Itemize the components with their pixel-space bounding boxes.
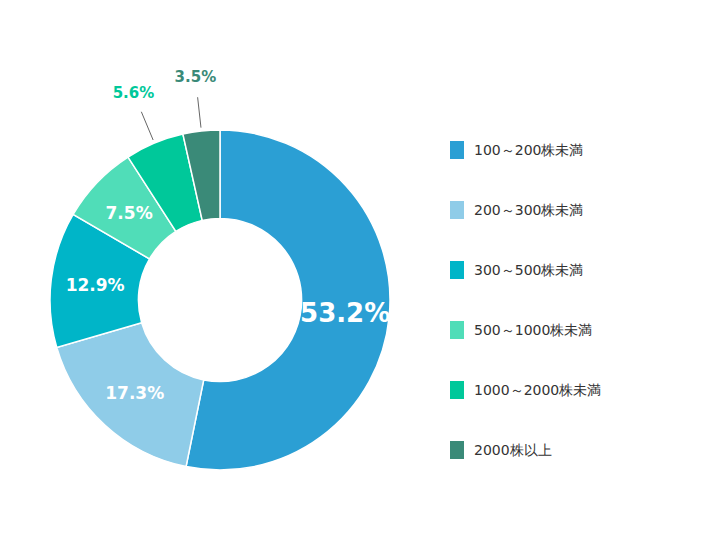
legend-swatch (450, 381, 464, 399)
legend-label: 200～300株未満 (474, 202, 583, 218)
data-label: 5.6% (113, 84, 155, 102)
legend-label: 100～200株未満 (474, 142, 583, 158)
slices (50, 130, 390, 470)
legend-label: 500～1000株未満 (474, 322, 592, 338)
data-label: 7.5% (106, 203, 153, 223)
leader-line (198, 97, 201, 127)
legend-swatch (450, 321, 464, 339)
data-label: 12.9% (66, 275, 125, 295)
chart-svg: 53.2% 17.3% 12.9% 7.5% 5.6% 3.5% 100～200株未満 200… (0, 0, 720, 558)
legend: 100～200株未満 200～300株未満 300～500株未満 500～1000株未… (450, 141, 601, 459)
data-labels: 53.2% 17.3% 12.9% 7.5% 5.6% 3.5% (66, 68, 391, 403)
leader-line (141, 112, 153, 140)
data-label: 3.5% (175, 68, 217, 86)
data-label: 17.3% (105, 383, 164, 403)
legend-label: 1000～2000株未満 (474, 382, 601, 398)
legend-swatch (450, 441, 464, 459)
legend-swatch (450, 261, 464, 279)
legend-label: 300～500株未満 (474, 262, 583, 278)
data-label: 53.2% (300, 298, 390, 328)
legend-label: 2000株以上 (474, 442, 552, 458)
legend-swatch (450, 201, 464, 219)
legend-swatch (450, 141, 464, 159)
chart-container: 53.2% 17.3% 12.9% 7.5% 5.6% 3.5% 100～200株未満 200… (0, 0, 720, 558)
donut-slice (183, 130, 220, 220)
donut-slice (57, 323, 204, 467)
